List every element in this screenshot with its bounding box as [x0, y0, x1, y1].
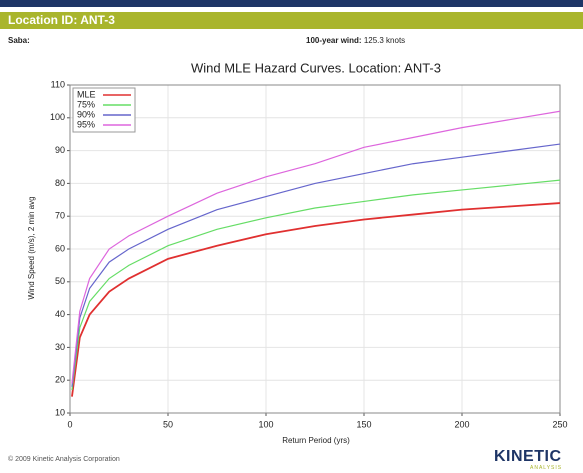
legend-label: 90% — [77, 109, 95, 119]
legend-label: 95% — [77, 119, 95, 129]
y-axis-label: Wind Speed (m/s), 2 min avg — [27, 196, 36, 299]
y-tick-label: 80 — [55, 178, 65, 188]
wind-info: 100-year wind: 125.3 knots — [306, 36, 405, 45]
legend-label: MLE — [77, 89, 96, 99]
chart-title: Wind MLE Hazard Curves. Location: ANT-3 — [191, 60, 441, 75]
x-axis-label: Return Period (yrs) — [282, 436, 350, 445]
y-tick-label: 50 — [55, 276, 65, 286]
logo-sub: ANALYSIS — [530, 465, 562, 471]
legend-label: 75% — [77, 99, 95, 109]
page: {"header": {"title": "Location ID: ANT-3… — [0, 0, 583, 473]
x-tick-label: 100 — [258, 419, 273, 429]
header-title: Location ID: ANT-3 — [0, 12, 583, 29]
copyright: © 2009 Kinetic Analysis Corporation — [8, 456, 120, 463]
y-tick-label: 20 — [55, 375, 65, 385]
wind-value: 125.3 knots — [364, 36, 405, 45]
location-name: Saba: — [8, 36, 30, 45]
y-tick-label: 100 — [50, 112, 65, 122]
x-tick-label: 150 — [356, 419, 371, 429]
logo: KINETIC — [494, 448, 562, 466]
y-tick-label: 70 — [55, 211, 65, 221]
wind-label: 100-year wind: — [306, 36, 362, 45]
chart: Wind MLE Hazard Curves. Location: ANT-3 … — [0, 50, 583, 450]
x-tick-label: 50 — [163, 419, 173, 429]
x-tick-label: 0 — [67, 419, 72, 429]
y-tick-label: 30 — [55, 342, 65, 352]
y-tick-label: 10 — [55, 407, 65, 417]
y-tick-label: 40 — [55, 309, 65, 319]
y-tick-label: 60 — [55, 243, 65, 253]
top-strip — [0, 0, 583, 7]
y-tick-label: 110 — [51, 79, 65, 89]
x-tick-label: 250 — [552, 419, 567, 429]
x-tick-label: 200 — [454, 419, 469, 429]
y-tick-label: 90 — [55, 145, 65, 155]
